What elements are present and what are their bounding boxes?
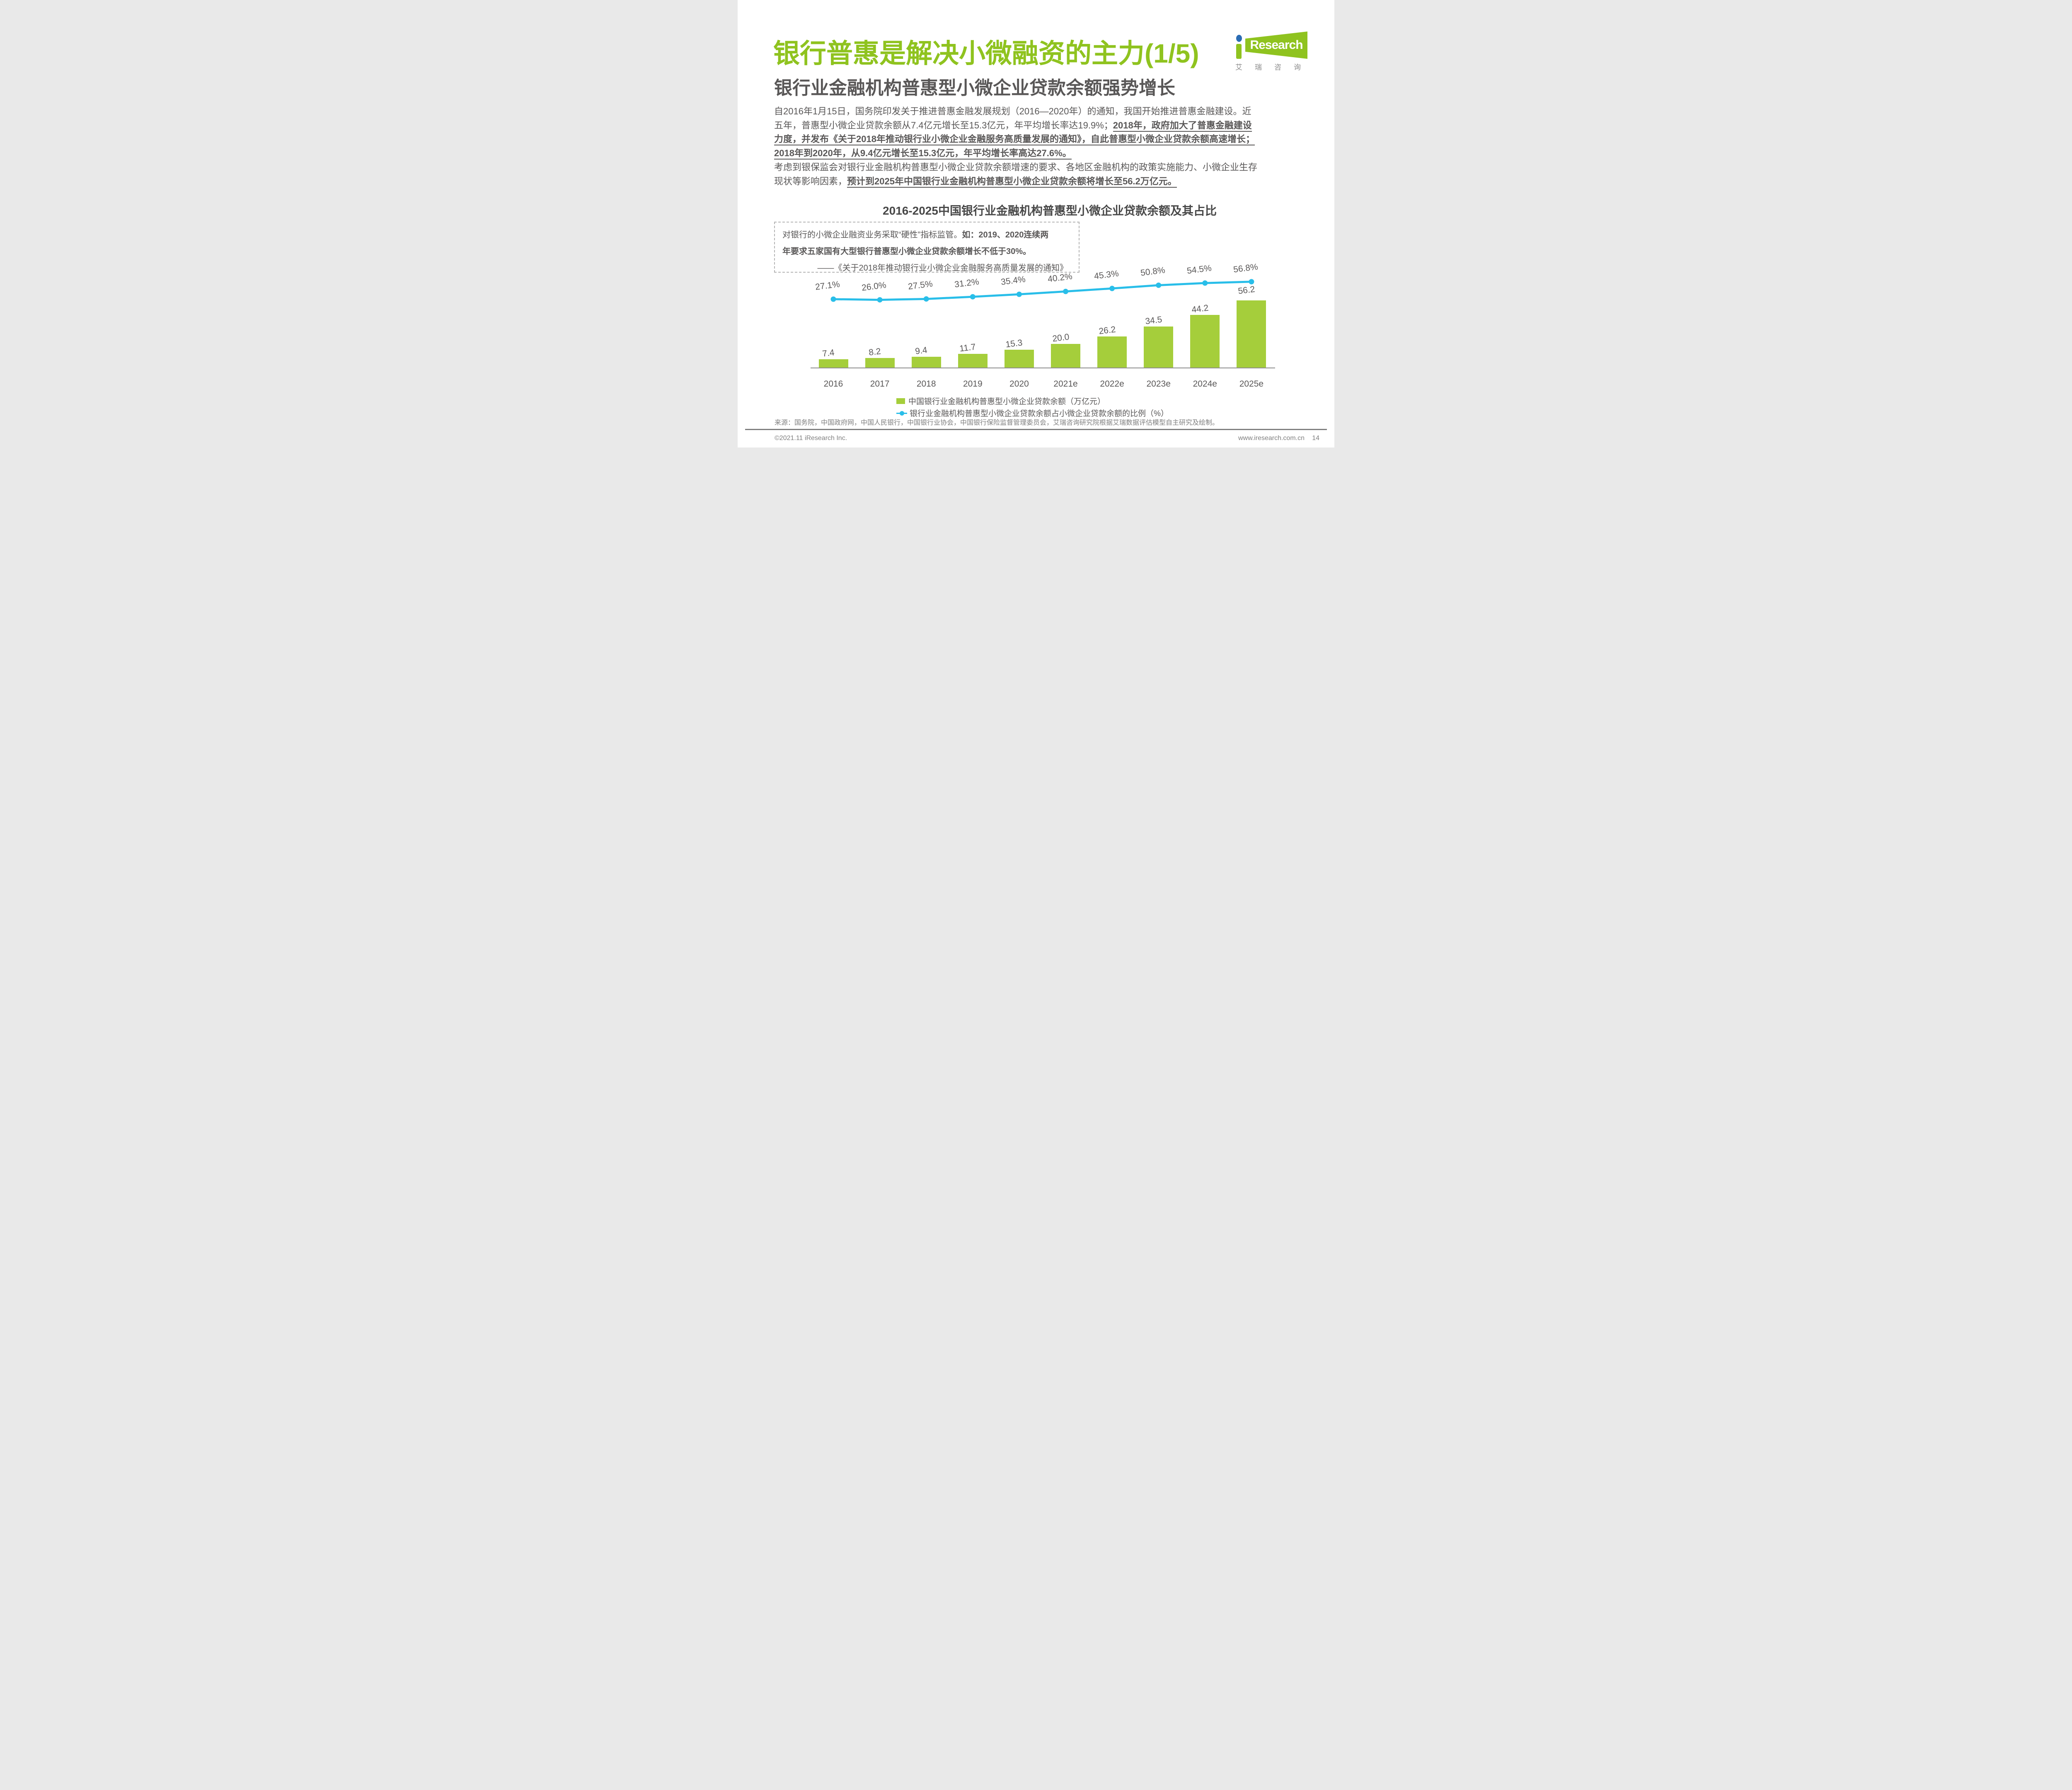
trend-point [1202, 280, 1208, 286]
copyright-text: ©2021.11 iResearch Inc. [775, 435, 847, 442]
bar [1004, 349, 1034, 368]
callout-text-bold: 如：2019、2020连续两 [962, 230, 1049, 239]
percent-label: 31.2% [954, 277, 980, 290]
callout-text-bold: 年要求五家国有大型银行普惠型小微企业贷款余额增长不低于30%。 [782, 247, 1031, 256]
x-axis-label: 2022e [1100, 379, 1124, 389]
bar-series-swatch-icon [896, 398, 905, 404]
trend-point [1016, 291, 1022, 297]
body-paragraph: 自2016年1月15日，国务院印发关于推进普惠金融发展规划（2016—2020年… [774, 104, 1329, 188]
callout-line: 年要求五家国有大型银行普惠型小微企业贷款余额增长不低于30%。 [782, 243, 1068, 260]
bar-value-label: 7.4 [822, 347, 835, 359]
percent-label: 27.5% [908, 279, 934, 292]
page-title: 银行普惠是解决小微融资的主力(1/5) [773, 39, 1199, 68]
line-series-marker-icon [896, 411, 907, 416]
legend-item-bar-series: 中国银行业金融机构普惠型小微企业贷款余额（万亿元） [896, 395, 1169, 407]
chart-legend: 中国银行业金融机构普惠型小微企业贷款余额（万亿元） 银行业金融机构普惠型小微企业… [896, 395, 1169, 419]
chart-title: 2016-2025中国银行业金融机构普惠型小微企业贷款余额及其占比 [883, 204, 1217, 217]
bar [818, 359, 848, 368]
x-axis-label: 2025e [1239, 379, 1264, 389]
percent-label: 45.3% [1093, 268, 1119, 281]
trend-point [923, 296, 929, 302]
callout-box: 对银行的小微企业融资业务采取“硬性”指标监管。如：2019、2020连续两 年要… [774, 222, 1080, 273]
bar-value-label: 15.3 [1005, 338, 1024, 350]
source-note: 来源：国务院，中国政府网，中国人民银行，中国银行业协会，中国银行保险监督管理委员… [775, 419, 1219, 426]
x-axis-label: 2017 [870, 379, 890, 389]
bar-value-label: 11.7 [959, 342, 977, 354]
x-axis-label: 2024e [1193, 379, 1217, 389]
logo-brand-chinese: 艾瑞咨询 [1235, 63, 1313, 71]
trend-point [830, 296, 836, 302]
percent-label: 40.2% [1047, 271, 1073, 284]
x-axis-label: 2020 [1009, 379, 1029, 389]
bar-value-label: 26.2 [1098, 324, 1116, 336]
logo-i-stem-icon [1236, 44, 1242, 59]
legend-item-line-series: 银行业金融机构普惠型小微企业贷款余额占小微企业贷款余额的比例（%） [896, 407, 1169, 419]
legend-label: 银行业金融机构普惠型小微企业贷款余额占小微企业贷款余额的比例（%） [910, 409, 1169, 418]
percent-label: 54.5% [1186, 263, 1212, 276]
bar [1237, 300, 1266, 368]
callout-line: 对银行的小微企业融资业务采取“硬性”指标监管。如：2019、2020连续两 [782, 227, 1068, 243]
footer: ©2021.11 iResearch Inc. www.iresearch.co… [738, 433, 1334, 445]
bar-value-label: 44.2 [1191, 303, 1209, 315]
x-axis-label: 2016 [823, 379, 843, 389]
body-line: 力度，并发布《关于2018年推动银行业小微企业金融服务高质量发展的通知》，自此普… [774, 132, 1329, 146]
legend-label: 中国银行业金融机构普惠型小微企业贷款余额（万亿元） [908, 397, 1106, 406]
percent-label: 56.8% [1232, 262, 1259, 275]
page-number: 14 [1312, 435, 1319, 442]
chart-area: 7.4 8.2 9.4 11.7 15.3 20.0 26.2 34.5 44.2 56.2 201… [738, 0, 1334, 448]
bar [958, 354, 988, 368]
x-axis-label: 2019 [963, 379, 983, 389]
body-line: 现状等影响因素，预计到2025年中国银行业金融机构普惠型小微企业贷款余额将增长至… [774, 174, 1329, 189]
callout-text-normal: 对银行的小微企业融资业务采取“硬性”指标监管。 [782, 230, 962, 239]
percent-label: 27.1% [814, 279, 840, 292]
x-axis-label: 2023e [1146, 379, 1171, 389]
bar-value-label: 56.2 [1237, 284, 1256, 296]
website-link[interactable]: www.iresearch.com.cn [1238, 435, 1305, 442]
body-line: 考虑到银保监会对银行业金融机构普惠型小微企业贷款余额增速的要求、各地区金融机构的… [774, 162, 1258, 172]
bar [911, 356, 941, 368]
bar-value-label: 34.5 [1144, 314, 1163, 327]
page-subtitle: 银行业金融机构普惠型小微企业贷款余额强势增长 [774, 78, 1175, 98]
x-axis-label: 2021e [1053, 379, 1078, 389]
trend-point [1249, 279, 1254, 285]
iresearch-logo: Research 艾瑞咨询 [1233, 29, 1313, 71]
bar [1144, 326, 1174, 368]
trend-point [970, 294, 975, 300]
footer-divider [745, 429, 1327, 430]
body-line: 2018年到2020年，从9.4亿元增长至15.3亿元，年平均增长率高达27.6… [774, 146, 1329, 160]
trend-point [1063, 288, 1068, 294]
logo-i-dot-icon [1236, 35, 1242, 42]
report-page: 银行普惠是解决小微融资的主力(1/5) Research 艾瑞咨询 银行业金融机… [738, 0, 1334, 448]
bar [1097, 336, 1127, 368]
trend-point [877, 297, 883, 303]
bar-value-label: 20.0 [1051, 332, 1070, 344]
callout-attribution: ——《关于2018年推动银行业小微企业金融服务高质量发展的通知》 [817, 264, 1068, 273]
bar [1190, 314, 1220, 368]
logo-brand-text: Research [1250, 38, 1303, 52]
body-line: 自2016年1月15日，国务院印发关于推进普惠金融发展规划（2016—2020年… [774, 106, 1251, 116]
x-axis-label: 2018 [916, 379, 936, 389]
percent-label: 50.8% [1140, 265, 1166, 278]
bar [865, 358, 895, 368]
trend-point [1156, 282, 1162, 288]
bar-value-label: 9.4 [915, 345, 928, 356]
bar [1051, 344, 1080, 368]
percent-label: 26.0% [861, 280, 887, 293]
percent-label: 35.4% [1000, 274, 1026, 287]
bar-value-label: 8.2 [868, 346, 881, 358]
body-line: 五年，普惠型小微企业贷款余额从7.4亿元增长至15.3亿元，年平均增长率达19.… [774, 119, 1329, 133]
trend-point [1109, 285, 1115, 291]
